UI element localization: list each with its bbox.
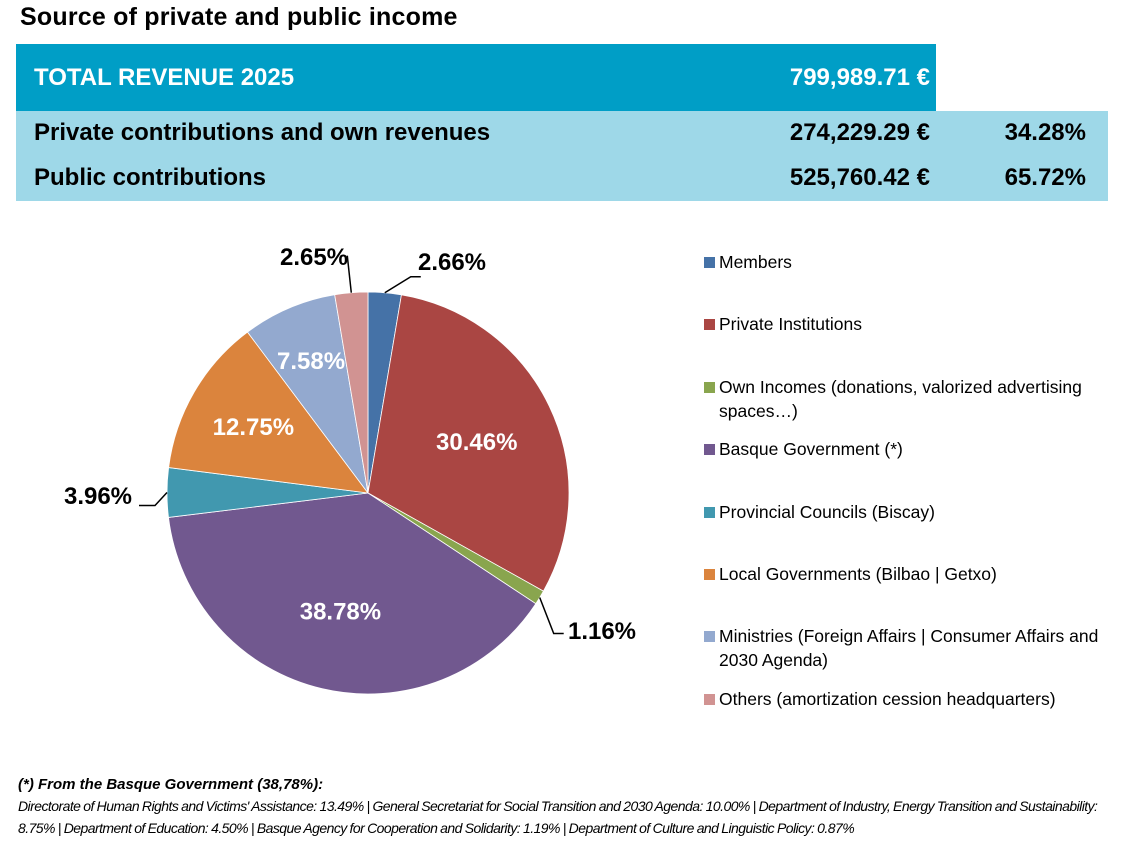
private-contributions-row: Private contributions and own revenues 2…	[16, 111, 1108, 155]
slice-data-label: 3.96%	[64, 483, 132, 510]
footnote: (*) From the Basque Government (38,78%):…	[18, 776, 1128, 839]
slice-data-label: 1.16%	[568, 618, 636, 645]
legend-label: Members	[719, 252, 792, 272]
legend-swatch	[704, 319, 715, 330]
legend-label: Own Incomes (donations, valorized advert…	[719, 377, 1082, 421]
slice-data-label: 7.58%	[277, 348, 345, 375]
row-percent: 65.72%	[1004, 164, 1086, 191]
total-revenue-value: 799,989.71 €	[789, 64, 930, 91]
pie-chart: 2.66% 30.46% 1.16% 38.78% 3.96% 12.75% 7.58% 2.…	[64, 244, 636, 695]
legend-item: Basque Government (*)	[704, 437, 1099, 461]
row-percent: 34.28%	[1004, 119, 1086, 146]
legend-label: Private Institutions	[719, 314, 862, 334]
footnote-body: Directorate of Human Rights and Victims'…	[18, 798, 1098, 836]
total-revenue-label: TOTAL REVENUE 2025	[34, 64, 295, 91]
legend-item: Members	[704, 250, 1099, 274]
legend-swatch	[704, 257, 715, 268]
legend-swatch	[704, 507, 715, 518]
legend-item: Ministries (Foreign Affairs | Consumer A…	[704, 624, 1099, 672]
total-revenue-row: TOTAL REVENUE 2025 799,989.71 €	[16, 44, 936, 111]
leader-line	[139, 491, 168, 507]
legend-swatch	[704, 631, 715, 642]
legend-label: Ministries (Foreign Affairs | Consumer A…	[719, 626, 1099, 670]
row-value: 525,760.42 €	[789, 164, 930, 191]
slice-data-label: 12.75%	[213, 414, 294, 441]
slice-data-label: 30.46%	[436, 429, 517, 456]
slice-data-label: 2.66%	[418, 249, 486, 276]
pie-slice	[168, 492, 537, 695]
pie-slice	[367, 294, 570, 592]
pie-slice	[246, 294, 369, 494]
page-title: Source of private and public income	[20, 3, 458, 31]
pie-slice	[168, 331, 369, 494]
row-value: 274,229.29 €	[789, 119, 930, 146]
legend-item: Provincial Councils (Biscay)	[704, 500, 1099, 524]
legend-swatch	[704, 444, 715, 455]
legend-item: Others (amortization cession headquarter…	[704, 687, 1099, 711]
slice-data-label: 2.65%	[280, 244, 348, 271]
legend-swatch	[704, 694, 715, 705]
contributions-table: Private contributions and own revenues 2…	[16, 111, 1108, 201]
footnote-heading: (*) From the Basque Government (38,78%):	[18, 776, 324, 793]
public-contributions-row: Public contributions 525,760.42 € 65.72%	[16, 156, 1108, 200]
legend-label: Local Governments (Bilbao | Getxo)	[719, 564, 997, 584]
legend-label: Others (amortization cession headquarter…	[719, 689, 1056, 709]
legend-item: Own Incomes (donations, valorized advert…	[704, 375, 1099, 423]
slice-data-label: 38.78%	[300, 598, 381, 625]
pie-slice	[334, 291, 369, 494]
legend-swatch	[704, 569, 715, 580]
legend-label: Basque Government (*)	[719, 439, 903, 459]
leader-line	[539, 597, 564, 635]
legend-label: Provincial Councils (Biscay)	[719, 502, 935, 522]
legend-item: Local Governments (Bilbao | Getxo)	[704, 562, 1099, 586]
legend-swatch	[704, 382, 715, 393]
legend-item: Private Institutions	[704, 312, 1099, 336]
leader-line	[384, 275, 421, 294]
row-label: Public contributions	[34, 164, 266, 191]
leader-line	[346, 255, 353, 293]
row-label: Private contributions and own revenues	[34, 119, 491, 146]
